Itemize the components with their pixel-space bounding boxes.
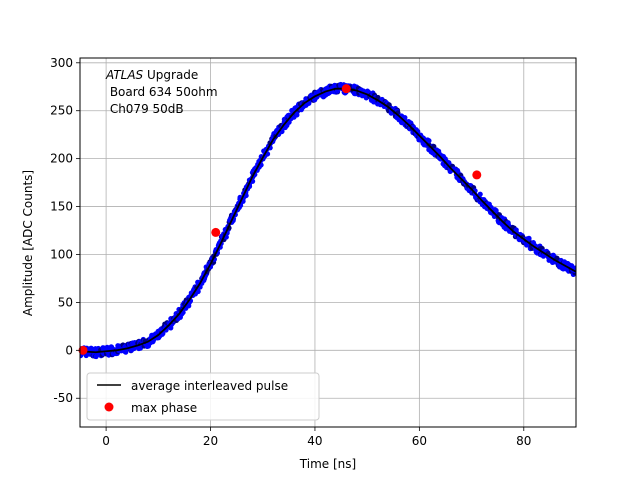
legend-label-average: average interleaved pulse bbox=[131, 379, 288, 393]
x-tick-label: 20 bbox=[203, 434, 218, 448]
annotation-channel: Ch079 50dB bbox=[106, 102, 184, 116]
y-tick-label: 250 bbox=[50, 104, 73, 118]
max-phase-point bbox=[78, 345, 88, 355]
sample-point bbox=[513, 227, 519, 233]
annotation-upgrade: Upgrade bbox=[143, 68, 198, 82]
sample-point bbox=[426, 138, 432, 144]
legend-label-max-phase: max phase bbox=[131, 401, 197, 415]
legend: average interleaved pulse max phase bbox=[86, 372, 320, 421]
legend-box bbox=[86, 372, 320, 421]
max-phase-point bbox=[341, 84, 351, 94]
sample-point bbox=[334, 88, 341, 94]
sample-point bbox=[195, 288, 201, 295]
y-tick-label: 150 bbox=[50, 200, 73, 214]
x-axis-label: Time [ns] bbox=[299, 457, 356, 471]
x-tick-label: 40 bbox=[307, 434, 322, 448]
annotation-board: Board 634 50ohm bbox=[106, 85, 218, 99]
x-tick-label: 0 bbox=[102, 434, 110, 448]
x-tick-label: 80 bbox=[516, 434, 531, 448]
max-phase-point bbox=[211, 227, 221, 237]
y-tick-label: 300 bbox=[50, 56, 73, 70]
sample-point bbox=[477, 191, 483, 197]
annotation-text: ATLAS Upgrade Board 634 50ohm Ch079 50dB bbox=[105, 68, 218, 116]
legend-marker-swatch bbox=[104, 402, 114, 412]
average-pulse-line bbox=[80, 87, 576, 354]
y-axis-label: Amplitude [ADC Counts] bbox=[21, 170, 35, 316]
sample-points bbox=[80, 81, 576, 360]
axis-ticks: 0 20 40 60 80 -50 0 50 100 150 200 250 300 bbox=[50, 56, 531, 448]
annotation-atlas: ATLAS bbox=[105, 68, 144, 82]
y-tick-label: 100 bbox=[50, 247, 73, 261]
y-tick-label: -50 bbox=[53, 391, 73, 405]
svg-text:ATLAS Upgrade: ATLAS Upgrade bbox=[105, 68, 198, 82]
y-tick-label: 200 bbox=[50, 152, 73, 166]
y-tick-label: 50 bbox=[58, 295, 73, 309]
x-tick-label: 60 bbox=[412, 434, 427, 448]
sample-point bbox=[402, 115, 408, 121]
max-phase-point bbox=[472, 170, 482, 180]
max-phase-markers bbox=[78, 84, 482, 355]
plot-frame bbox=[79, 57, 577, 428]
y-tick-label: 0 bbox=[65, 343, 73, 357]
pulse-lines bbox=[80, 87, 576, 354]
